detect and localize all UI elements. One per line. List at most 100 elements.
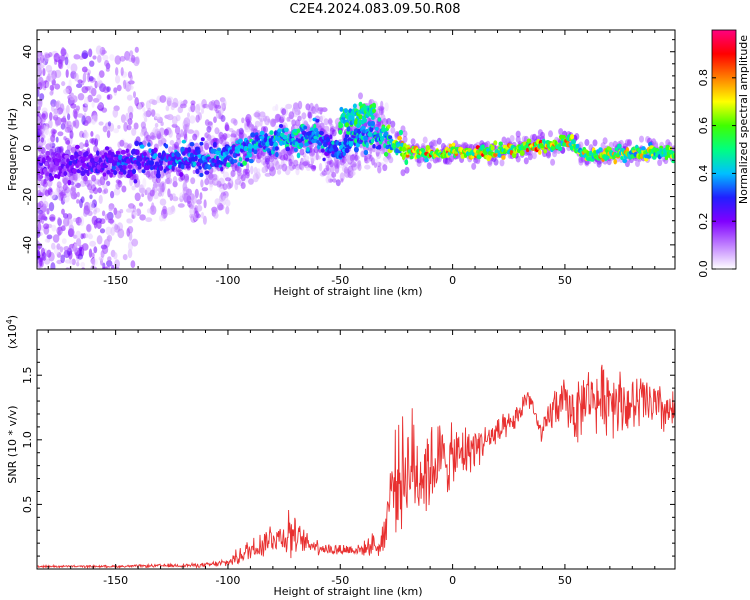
noise-blob — [320, 107, 324, 112]
ridge-blob — [42, 157, 46, 163]
halo-blob — [117, 180, 123, 188]
ridge-blob — [278, 124, 284, 128]
halo-blob — [224, 124, 230, 132]
noise-blob — [309, 154, 317, 162]
ridge-blob — [344, 134, 350, 138]
ridge-blob — [148, 148, 152, 154]
halo-blob — [44, 189, 50, 197]
ridge-blob — [641, 146, 646, 151]
noise-blob — [224, 177, 232, 182]
noise-blob — [51, 224, 57, 232]
noise-blob — [263, 115, 268, 122]
noise-blob — [46, 249, 52, 258]
ridge-blob — [425, 145, 431, 151]
noise-blob — [80, 261, 85, 268]
ridge-blob — [156, 169, 161, 175]
ridge-blob — [78, 150, 82, 156]
noise-blob — [88, 248, 93, 258]
noise-blob — [250, 165, 254, 175]
noise-blob — [184, 124, 188, 134]
noise-blob — [138, 202, 144, 207]
noise-blob — [66, 213, 73, 220]
noise-blob — [215, 109, 219, 114]
ridge-blob — [181, 139, 187, 144]
halo-blob — [216, 180, 222, 188]
noise-blob — [96, 235, 103, 245]
ridge-blob — [299, 142, 304, 148]
noise-blob — [211, 208, 219, 214]
noise-blob — [196, 204, 203, 212]
halo-blob — [390, 126, 396, 134]
ridge-blob — [115, 150, 121, 155]
noise-blob — [83, 143, 90, 148]
noise-blob — [66, 104, 70, 115]
noise-blob — [126, 218, 131, 224]
ridge-blob — [277, 128, 282, 133]
noise-blob — [113, 187, 121, 196]
snr-y-axis-label: SNR (10 * v/v) — [6, 405, 19, 483]
noise-blob — [59, 103, 65, 112]
noise-blob — [159, 198, 167, 206]
noise-blob — [100, 250, 105, 258]
noise-blob — [65, 267, 70, 269]
noise-blob — [62, 213, 69, 219]
noise-blob — [244, 121, 248, 127]
noise-blob — [373, 162, 378, 169]
ridge-blob — [353, 146, 359, 153]
ridge-blob — [238, 157, 243, 162]
noise-blob — [316, 155, 321, 160]
halo-blob — [66, 120, 72, 128]
halo-blob — [50, 128, 56, 136]
noise-blob — [116, 84, 122, 92]
x-tick-label: -100 — [215, 274, 240, 287]
halo-blob — [657, 159, 663, 167]
halo-blob — [426, 162, 432, 170]
halo-blob — [386, 118, 392, 125]
noise-blob — [281, 163, 288, 172]
halo-blob — [238, 127, 244, 135]
halo-blob — [222, 183, 228, 191]
snr-panel: -150 -100 -50 0 50 0.5 1.0 1.5 Height of strai… — [5, 315, 676, 598]
halo-blob — [176, 132, 181, 140]
halo-blob — [145, 134, 151, 142]
noise-blob — [159, 214, 164, 222]
noise-blob — [48, 141, 53, 151]
noise-blob — [55, 276, 59, 286]
noise-blob — [261, 166, 267, 174]
noise-blob — [254, 120, 261, 128]
noise-blob — [76, 277, 79, 282]
noise-blob — [37, 229, 41, 238]
ridge-blob — [104, 146, 110, 151]
noise-blob — [51, 103, 55, 112]
noise-blob — [93, 246, 98, 254]
noise-blob — [42, 68, 46, 76]
ridge-blob — [313, 123, 317, 129]
ridge-blob — [113, 170, 118, 176]
halo-blob — [552, 150, 558, 158]
noise-blob — [84, 96, 89, 107]
noise-blob — [35, 277, 39, 283]
ridge-blob — [284, 127, 289, 132]
noise-blob — [64, 56, 69, 66]
noise-blob — [167, 188, 171, 198]
ridge-blob — [192, 161, 197, 167]
noise-blob — [114, 55, 122, 65]
noise-blob — [35, 275, 39, 285]
colorbar-frame — [711, 29, 737, 270]
x-tick-label: -50 — [331, 274, 349, 287]
noise-blob — [364, 164, 371, 170]
noise-blob — [89, 194, 93, 200]
ridge-blob — [196, 149, 201, 155]
noise-blob — [111, 264, 115, 269]
ridge-blob — [143, 156, 147, 162]
halo-blob — [212, 173, 218, 181]
ridge-blob — [224, 157, 228, 163]
ridge-blob — [139, 144, 145, 149]
noise-blob — [213, 212, 219, 219]
y-tick-label: 0 — [21, 145, 34, 152]
ridge-blob — [171, 165, 175, 172]
noise-blob — [83, 131, 89, 139]
noise-blob — [58, 270, 64, 278]
ridge-blob — [380, 135, 385, 142]
ridge-blob — [53, 174, 58, 179]
